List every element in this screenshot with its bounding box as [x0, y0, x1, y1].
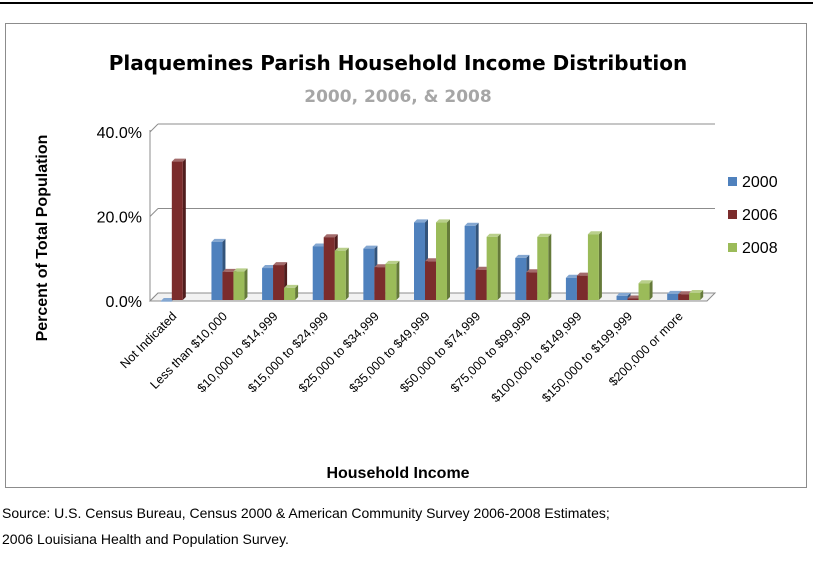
bar: [385, 260, 400, 300]
bar: [436, 219, 450, 300]
y-axis-title: Percent of Total Population: [34, 135, 51, 342]
gridline-depth: [149, 208, 159, 217]
source-note: Source: U.S. Census Bureau, Census 2000 …: [2, 500, 812, 552]
bar: [537, 233, 552, 300]
gridline-depth: [149, 123, 159, 133]
y-tick-label: 40.0%: [97, 125, 142, 142]
chart-title: Plaquemines Parish Household Income Dist…: [109, 51, 687, 75]
bars: [160, 158, 704, 302]
chart-subtitle: 2000, 2006, & 2008: [304, 87, 491, 107]
legend-label: 2008: [742, 240, 778, 257]
y-tick-labels: 0.0% 20.0% 40.0%: [97, 125, 142, 311]
bar: [233, 268, 248, 300]
source-line-1: Source: U.S. Census Bureau, Census 2000 …: [2, 505, 610, 521]
x-axis-title: Household Income: [326, 465, 469, 482]
bar: [486, 233, 501, 300]
top-rule: [0, 2, 813, 4]
source-line-2: 2006 Louisiana Health and Population Sur…: [2, 531, 289, 547]
bar: [587, 231, 602, 300]
bar: [171, 158, 186, 300]
bar: [638, 280, 653, 300]
legend-swatch: [728, 243, 737, 252]
bar: [334, 247, 349, 300]
bar: [689, 289, 704, 300]
legend-label: 2000: [742, 174, 778, 191]
legend-swatch: [728, 210, 737, 219]
y-tick-label: 0.0%: [106, 294, 142, 311]
legend: 2000 2006 2008: [728, 174, 778, 257]
legend-label: 2006: [742, 207, 778, 224]
chart-text: Plaquemines Parish Household Income Dist…: [34, 51, 687, 482]
x-tick-label: $100,000 to $149,999: [489, 309, 585, 405]
bar: [284, 284, 299, 300]
legend-swatch: [728, 177, 737, 186]
x-tick-label: $150,000 to $199,999: [539, 309, 635, 405]
income-distribution-chart: Plaquemines Parish Household Income Dist…: [34, 51, 778, 482]
chart-frame: [5, 23, 807, 488]
y-tick-label: 20.0%: [97, 210, 142, 227]
